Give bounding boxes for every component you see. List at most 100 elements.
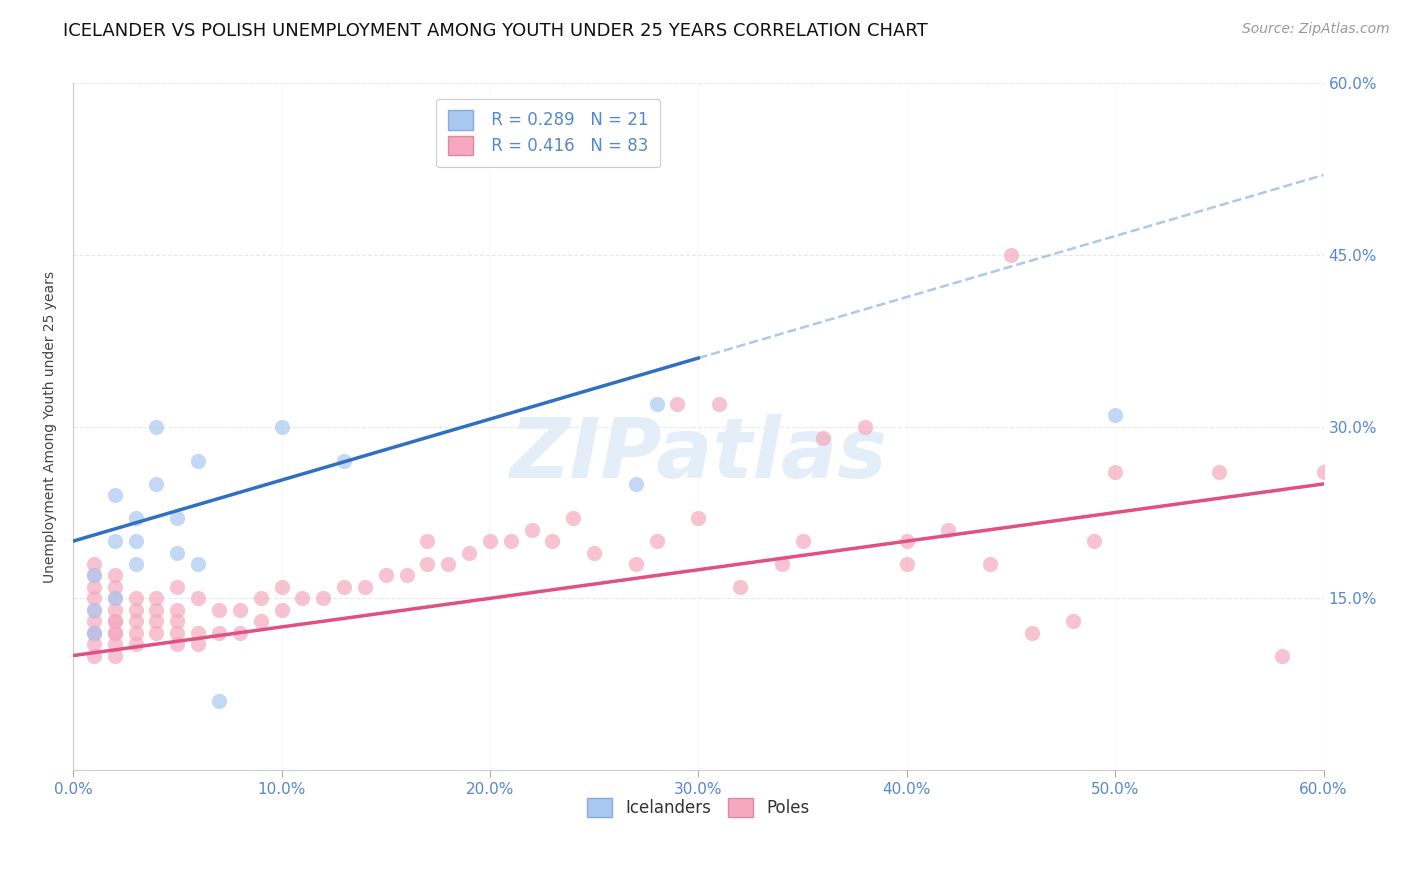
Point xyxy=(166,637,188,651)
Point xyxy=(645,534,668,549)
Point xyxy=(458,545,481,559)
Text: Source: ZipAtlas.com: Source: ZipAtlas.com xyxy=(1241,22,1389,37)
Point xyxy=(270,419,292,434)
Point xyxy=(83,625,105,640)
Point xyxy=(938,523,960,537)
Point xyxy=(187,625,209,640)
Point xyxy=(208,625,231,640)
Point xyxy=(395,568,418,582)
Point xyxy=(666,397,689,411)
Point xyxy=(187,454,209,468)
Legend: Icelanders, Poles: Icelanders, Poles xyxy=(581,791,817,823)
Point xyxy=(83,591,105,606)
Point xyxy=(145,591,167,606)
Point xyxy=(520,523,543,537)
Point xyxy=(83,580,105,594)
Point xyxy=(166,603,188,617)
Point xyxy=(187,637,209,651)
Point xyxy=(124,625,146,640)
Point xyxy=(792,534,814,549)
Point xyxy=(83,568,105,582)
Point xyxy=(374,568,396,582)
Point xyxy=(624,477,647,491)
Point xyxy=(166,614,188,628)
Point xyxy=(104,614,127,628)
Point xyxy=(270,580,292,594)
Point xyxy=(478,534,501,549)
Point xyxy=(83,625,105,640)
Point xyxy=(83,557,105,571)
Point xyxy=(583,545,606,559)
Point xyxy=(124,614,146,628)
Point xyxy=(83,614,105,628)
Point xyxy=(104,614,127,628)
Point xyxy=(229,603,252,617)
Point xyxy=(104,580,127,594)
Point xyxy=(645,397,668,411)
Point xyxy=(1312,466,1334,480)
Point xyxy=(770,557,793,571)
Point xyxy=(1063,614,1085,628)
Point xyxy=(124,534,146,549)
Point xyxy=(83,648,105,663)
Text: ZIPatlas: ZIPatlas xyxy=(509,414,887,495)
Point xyxy=(145,477,167,491)
Point xyxy=(270,603,292,617)
Point xyxy=(166,580,188,594)
Point xyxy=(249,614,271,628)
Point xyxy=(1271,648,1294,663)
Point xyxy=(709,397,731,411)
Point xyxy=(83,603,105,617)
Point xyxy=(354,580,377,594)
Point xyxy=(124,591,146,606)
Point xyxy=(124,511,146,525)
Point xyxy=(896,557,918,571)
Point xyxy=(562,511,585,525)
Point xyxy=(208,694,231,708)
Point xyxy=(166,545,188,559)
Point xyxy=(416,534,439,549)
Point xyxy=(83,568,105,582)
Point xyxy=(333,454,356,468)
Point xyxy=(145,614,167,628)
Point xyxy=(1104,466,1126,480)
Point xyxy=(229,625,252,640)
Point xyxy=(416,557,439,571)
Point xyxy=(688,511,710,525)
Point xyxy=(1000,248,1022,262)
Point xyxy=(104,591,127,606)
Point xyxy=(853,419,876,434)
Point xyxy=(437,557,460,571)
Point xyxy=(104,591,127,606)
Point xyxy=(145,625,167,640)
Text: ICELANDER VS POLISH UNEMPLOYMENT AMONG YOUTH UNDER 25 YEARS CORRELATION CHART: ICELANDER VS POLISH UNEMPLOYMENT AMONG Y… xyxy=(63,22,928,40)
Point xyxy=(104,625,127,640)
Point xyxy=(728,580,751,594)
Point xyxy=(124,637,146,651)
Point xyxy=(83,603,105,617)
Point xyxy=(104,534,127,549)
Point xyxy=(896,534,918,549)
Point xyxy=(145,419,167,434)
Point xyxy=(499,534,522,549)
Point xyxy=(1083,534,1105,549)
Point xyxy=(1208,466,1230,480)
Point xyxy=(124,603,146,617)
Point xyxy=(124,557,146,571)
Point xyxy=(83,637,105,651)
Point xyxy=(312,591,335,606)
Point xyxy=(104,637,127,651)
Point xyxy=(541,534,564,549)
Point xyxy=(104,568,127,582)
Point xyxy=(187,557,209,571)
Y-axis label: Unemployment Among Youth under 25 years: Unemployment Among Youth under 25 years xyxy=(44,270,58,582)
Point xyxy=(291,591,314,606)
Point xyxy=(813,431,835,445)
Point xyxy=(333,580,356,594)
Point xyxy=(104,648,127,663)
Point xyxy=(1021,625,1043,640)
Point xyxy=(145,603,167,617)
Point xyxy=(624,557,647,571)
Point xyxy=(1104,409,1126,423)
Point xyxy=(979,557,1001,571)
